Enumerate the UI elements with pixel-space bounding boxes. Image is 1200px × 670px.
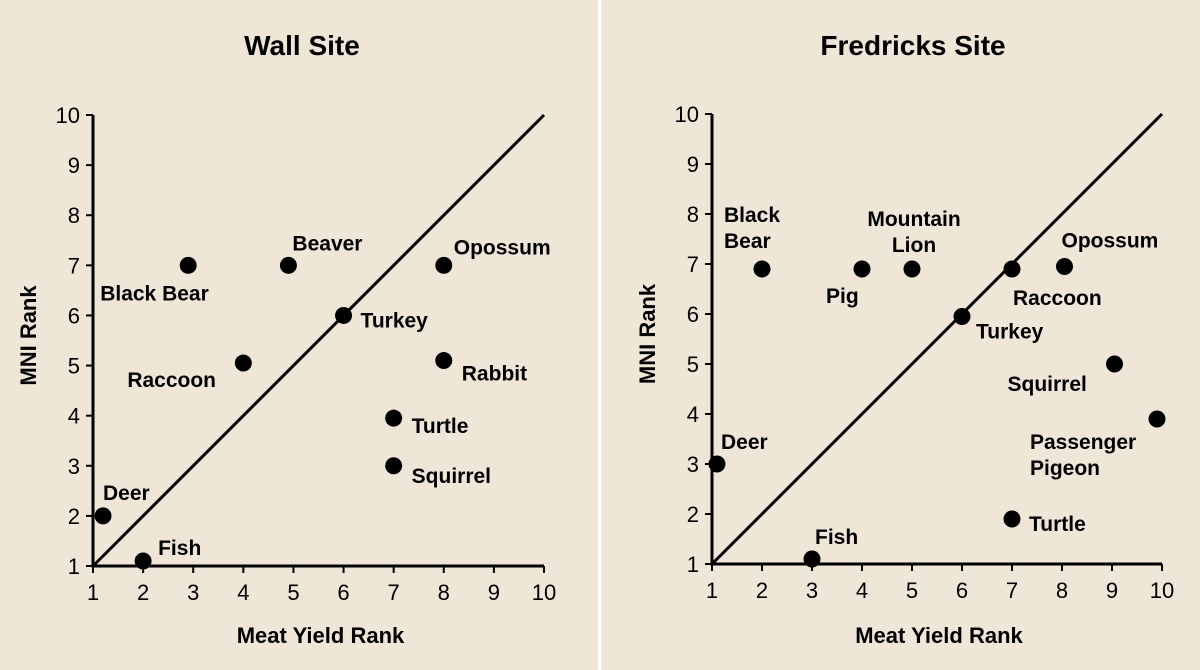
y-tick-label: 8 [687, 202, 699, 227]
y-tick-label: 10 [56, 103, 80, 128]
y-tick-label: 9 [687, 152, 699, 177]
x-tick-label: 4 [856, 578, 868, 603]
point-label: Turkey [976, 321, 1044, 344]
chart-panel-2: Fredricks Site 1 2 3 4 5 6 7 8 9 10 1 2 3 4 5 6 7 8 9 10 Meat… [635, 30, 1174, 648]
data-point [903, 260, 921, 278]
point-label: Raccoon [127, 369, 216, 392]
data-point [1056, 258, 1073, 275]
point-label: Fish [158, 537, 201, 560]
chart-title: Fredricks Site [820, 30, 1005, 61]
y-tick-label: 10 [675, 102, 699, 127]
point-label: Rabbit [462, 363, 527, 386]
point-label: Opossum [454, 236, 551, 259]
x-tick-label: 2 [756, 578, 768, 603]
y-tick-label: 8 [68, 203, 80, 228]
x-tick-label: 9 [488, 580, 500, 605]
point-label: Deer [721, 431, 768, 454]
y-tick-label: 4 [68, 404, 80, 429]
x-axis-label: Meat Yield Rank [237, 623, 405, 648]
data-point [803, 550, 821, 568]
data-point [708, 455, 726, 473]
point-label: Pig [826, 285, 859, 308]
panel-divider [598, 0, 601, 670]
data-point [435, 256, 453, 274]
x-tick-label: 7 [1006, 578, 1018, 603]
point-label: Passenger Pigeon [1030, 431, 1136, 480]
point-label: Fish [815, 526, 858, 549]
y-tick-label: 1 [687, 552, 699, 577]
point-label: Black Bear [724, 204, 780, 253]
data-point [1003, 510, 1021, 528]
x-tick-label: 7 [388, 580, 400, 605]
data-point [385, 457, 403, 475]
point-label: Turkey [361, 309, 429, 332]
x-axis-label: Meat Yield Rank [855, 623, 1023, 648]
data-point [435, 352, 453, 370]
x-tick-label: 8 [1056, 578, 1068, 603]
data-point [279, 256, 297, 274]
y-tick-label: 5 [687, 352, 699, 377]
reference-line [91, 113, 546, 568]
point-label: Raccoon [1013, 287, 1102, 310]
reference-line [710, 112, 1164, 566]
data-point [1003, 260, 1021, 278]
data-point [134, 552, 152, 570]
point-label: Turtle [1029, 513, 1086, 536]
data-point [753, 260, 771, 278]
point-label: Squirrel [412, 465, 491, 488]
y-tick-label: 7 [68, 253, 80, 278]
y-tick-label: 7 [687, 252, 699, 277]
x-tick-label: 2 [137, 580, 149, 605]
point-label: Mountain Lion [867, 208, 960, 257]
x-tick-label: 1 [87, 580, 99, 605]
data-point [853, 260, 871, 278]
x-tick-label: 4 [237, 580, 249, 605]
data-point [335, 306, 353, 324]
y-axis-label: MNI Rank [16, 285, 41, 386]
x-tick-label: 10 [1150, 578, 1174, 603]
y-tick-label: 6 [68, 303, 80, 328]
data-point [953, 308, 971, 325]
point-label: Turtle [412, 415, 469, 438]
data-point [234, 354, 252, 372]
data-point [179, 256, 197, 274]
data-point [1148, 410, 1166, 428]
y-tick-label: 4 [687, 402, 699, 427]
x-tick-label: 5 [287, 580, 299, 605]
y-tick-label: 2 [68, 504, 80, 529]
x-tick-label: 6 [337, 580, 349, 605]
point-label: Squirrel [1008, 373, 1087, 396]
data-point [385, 409, 403, 427]
point-label: Opossum [1062, 230, 1159, 253]
y-tick-label: 3 [687, 452, 699, 477]
y-tick-label: 1 [68, 554, 80, 579]
y-tick-label: 9 [68, 153, 80, 178]
y-tick-label: 6 [687, 302, 699, 327]
y-tick-label: 3 [68, 454, 80, 479]
x-tick-label: 1 [706, 578, 718, 603]
x-tick-label: 8 [438, 580, 450, 605]
x-tick-label: 3 [187, 580, 199, 605]
y-tick-label: 2 [687, 502, 699, 527]
point-label: Deer [103, 482, 150, 505]
point-label: Black Bear [100, 282, 209, 305]
chart-title: Wall Site [244, 30, 360, 61]
x-tick-label: 9 [1106, 578, 1118, 603]
x-tick-label: 6 [956, 578, 968, 603]
point-label: Beaver [292, 232, 362, 255]
x-tick-label: 3 [806, 578, 818, 603]
data-point [94, 507, 112, 525]
chart-panel-1: Wall Site 1 2 3 4 5 6 7 8 9 10 1 2 3 4 5 6 7 8 9 10 Meat Yiel… [16, 30, 556, 648]
y-tick-label: 5 [68, 354, 80, 379]
data-point [1106, 355, 1123, 373]
y-axis-label: MNI Rank [635, 283, 660, 384]
x-tick-label: 10 [532, 580, 556, 605]
x-tick-label: 5 [906, 578, 918, 603]
